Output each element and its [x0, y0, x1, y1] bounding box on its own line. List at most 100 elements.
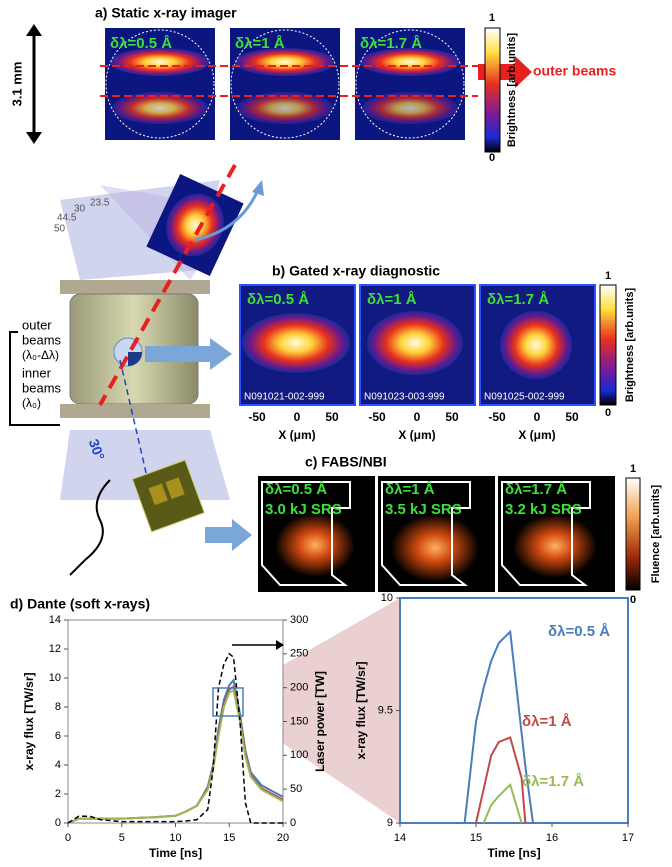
image-blob [242, 313, 350, 373]
arrow-head [252, 180, 264, 196]
srs-label: 3.5 kJ SRS [385, 501, 462, 518]
panel-title: d) Dante (soft x-rays) [10, 596, 150, 612]
image-label: δλ=0.5 Å [247, 291, 309, 308]
y2-tick-label: 50 [290, 783, 302, 795]
image-label: δλ=0.5 Å [265, 481, 327, 498]
colorbar-min: 0 [605, 407, 611, 419]
colorbar [485, 28, 500, 152]
block-arrow [205, 519, 252, 551]
image-label: δλ=1.7 Å [360, 35, 422, 52]
angle-label: 23.5 [90, 198, 110, 209]
shot-id: N091021-002-999 [244, 392, 325, 403]
image-band [110, 48, 210, 76]
y-tick-label: 2 [55, 788, 61, 800]
x-tick-label: 0 [294, 410, 301, 424]
x-tick-label: -50 [368, 410, 386, 424]
x-tick-label: 0 [65, 832, 71, 844]
y2-tick-label: 100 [290, 749, 308, 761]
wavelength-label: (λ₀) [22, 396, 41, 410]
scale-label: 3.1 mm [9, 62, 24, 107]
panel-title: c) FABS/NBI [305, 454, 387, 470]
y-tick-label: 14 [49, 614, 61, 626]
image-blob [367, 311, 463, 375]
image-label: δλ=1 Å [367, 291, 417, 308]
shot-id: N091025-002-999 [484, 392, 565, 403]
arrow-head [26, 132, 42, 144]
colorbar-max: 1 [630, 463, 636, 475]
plot-area [68, 620, 283, 823]
beam-label: beams [22, 380, 62, 395]
panel-title: a) Static x-ray imager [95, 5, 237, 21]
x-tick-label: 50 [325, 410, 339, 424]
colorbar [626, 478, 640, 590]
beam-label: outer [22, 317, 52, 332]
colorbar-min: 0 [630, 594, 636, 606]
colorbar-label: Fluence [arb.units] [650, 484, 662, 583]
panel-title: b) Gated x-ray diagnostic [272, 263, 440, 279]
arrow-label: outer beams [533, 63, 616, 79]
y-tick-label: 8 [55, 701, 61, 713]
angle-label: 50 [54, 224, 66, 235]
image-blob [500, 311, 572, 379]
y-tick-label: 9.5 [378, 704, 393, 716]
wavelength-label: (λ₀-Δλ) [22, 348, 59, 362]
x-tick-label: 50 [445, 410, 459, 424]
y-tick-label: 10 [49, 672, 61, 684]
y2-axis-label: Laser power [TW] [313, 671, 327, 772]
x-axis-label: Time [ns] [149, 846, 202, 860]
arrow-head [26, 24, 42, 36]
x-tick-label: 15 [470, 832, 482, 844]
x-tick-label: -50 [488, 410, 506, 424]
y2-tick-label: 200 [290, 682, 308, 694]
series-label: δλ=1.7 Å [522, 773, 584, 790]
colorbar-min: 0 [489, 152, 495, 164]
x-tick-label: 16 [546, 832, 558, 844]
image-band [360, 48, 460, 76]
x-tick-label: 17 [622, 832, 634, 844]
beam-label: inner [22, 365, 52, 380]
x-tick-label: 50 [565, 410, 579, 424]
y-tick-label: 0 [55, 817, 61, 829]
y2-tick-label: 300 [290, 614, 308, 626]
y2-tick-label: 0 [290, 817, 296, 829]
y-tick-label: 12 [49, 643, 61, 655]
x-tick-label: 15 [223, 832, 235, 844]
x-tick-label: 20 [277, 832, 289, 844]
colorbar-max: 1 [605, 270, 611, 282]
y-tick-label: 6 [55, 730, 61, 742]
colorbar-max: 1 [489, 12, 495, 24]
beam-label: beams [22, 332, 62, 347]
x-tick-label: 14 [394, 832, 406, 844]
y-axis-label: x-ray flux [TW/sr] [354, 661, 368, 759]
y-tick-label: 9 [387, 817, 393, 829]
series-label: δλ=1 Å [522, 713, 572, 730]
x-tick-label: 10 [169, 832, 181, 844]
image-glow [275, 513, 355, 577]
image-label: δλ=1 Å [235, 35, 285, 52]
srs-label: 3.2 kJ SRS [505, 501, 582, 518]
colorbar-label: Brightness [arb.units] [506, 33, 518, 148]
image-label: δλ=0.5 Å [110, 35, 172, 52]
srs-label: 3.0 kJ SRS [265, 501, 342, 518]
colorbar [600, 285, 616, 405]
image-band [235, 48, 335, 76]
x-tick-label: 0 [414, 410, 421, 424]
x-tick-label: 0 [534, 410, 541, 424]
holder [60, 280, 210, 294]
y-tick-label: 4 [55, 759, 61, 771]
x-axis-label: Time [ns] [487, 846, 540, 860]
image-label: δλ=1.7 Å [505, 481, 567, 498]
y2-tick-label: 250 [290, 648, 308, 660]
y-axis-label: x-ray flux [TW/sr] [22, 672, 36, 770]
x-tick-label: -50 [248, 410, 266, 424]
image-label: δλ=1 Å [385, 481, 435, 498]
y2-tick-label: 150 [290, 715, 308, 727]
x-axis-label: X (μm) [518, 428, 555, 442]
angle-label: 44.5 [57, 213, 77, 224]
x-axis-label: X (μm) [398, 428, 435, 442]
x-tick-label: 5 [119, 832, 125, 844]
shot-id: N091023-003-999 [364, 392, 445, 403]
image-label: δλ=1.7 Å [487, 291, 549, 308]
holder [60, 404, 210, 418]
x-axis-label: X (μm) [278, 428, 315, 442]
